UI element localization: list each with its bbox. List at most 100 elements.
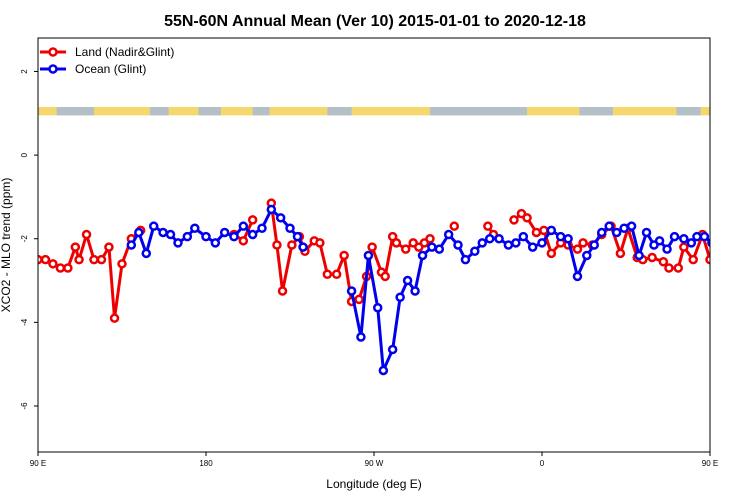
series-1-segment	[630, 225, 641, 256]
series-1-point	[395, 292, 405, 303]
series-1-point	[453, 240, 463, 250]
series-1-point	[494, 233, 504, 244]
y-tick-label-3: -4	[20, 318, 29, 326]
band-ocean-6	[579, 107, 613, 116]
y-tick-label-1: 0	[20, 152, 29, 157]
series-1-point	[589, 240, 600, 250]
series-0-point	[664, 263, 674, 273]
series-0-point	[89, 254, 99, 265]
series-1-point	[662, 244, 672, 254]
series-0-point	[483, 221, 493, 231]
land-ocean-band	[38, 107, 710, 116]
series-1-point	[292, 231, 303, 242]
series-0-point	[716, 256, 723, 263]
series-1-point	[563, 233, 573, 244]
series-1-point	[707, 238, 710, 248]
series-1-segment	[391, 297, 402, 350]
series-1-point	[511, 238, 521, 248]
series-0-point	[522, 213, 532, 223]
series-0-point	[74, 254, 84, 265]
series-0-segment	[383, 236, 395, 277]
band-ocean-7	[676, 107, 701, 116]
series-0-point	[425, 233, 435, 244]
series-1-point	[190, 223, 200, 234]
band-ocean-2	[198, 107, 221, 116]
series-1-point	[723, 242, 730, 249]
series-1-point	[182, 231, 193, 242]
series-1-point	[699, 231, 710, 242]
x-tick-label-1: 180	[199, 459, 213, 468]
series-0-point	[272, 240, 282, 250]
series-1-point	[134, 227, 144, 238]
series-1-point	[173, 238, 183, 248]
series-1-point	[555, 231, 566, 242]
series-1-point	[686, 238, 697, 248]
x-tick-label-3: 0	[540, 459, 545, 468]
series-1-segment	[413, 255, 425, 292]
series-1-point	[378, 365, 389, 376]
series-1-point	[417, 250, 428, 261]
series-1-point	[572, 271, 583, 282]
series-0-segment	[318, 242, 329, 275]
series-0-point	[109, 313, 120, 323]
series-1-point	[477, 238, 488, 248]
series-1-point	[518, 231, 529, 242]
series-0-segment	[113, 263, 124, 319]
band-ocean-5	[430, 107, 528, 116]
series-0-segment	[729, 247, 738, 318]
series-1-point	[470, 246, 480, 257]
series-1-point	[372, 302, 383, 313]
series-1-point	[604, 221, 614, 231]
series-1-segment	[366, 255, 380, 308]
series-1-segment	[727, 226, 734, 245]
series-0-point	[339, 250, 349, 261]
series-0-point	[539, 225, 549, 236]
series-0-point	[322, 269, 333, 280]
band-ocean-1	[150, 107, 169, 116]
series-1-point	[740, 229, 747, 236]
series-1-point	[527, 242, 538, 252]
series-1-segment	[350, 290, 363, 338]
series-1-segment	[744, 232, 750, 253]
series-0-point	[117, 259, 127, 269]
series-0-point	[40, 254, 51, 265]
series-0-point	[287, 240, 297, 250]
series-0-segment	[275, 244, 285, 292]
band-ocean-3	[252, 107, 270, 116]
series-1-point	[387, 344, 398, 355]
series-1-point	[634, 250, 644, 261]
series-1-point	[503, 240, 514, 250]
series-0-point	[531, 227, 542, 238]
series-1-point	[434, 244, 445, 254]
series-1-point	[716, 244, 723, 251]
series-0-point	[70, 242, 81, 252]
series-0-point	[509, 215, 519, 225]
series-1-segment	[734, 226, 743, 232]
series-0-segment	[738, 264, 747, 318]
series-1-point	[126, 240, 137, 250]
x-tick-label-2: 90 W	[365, 459, 384, 468]
series-1-point	[626, 221, 637, 231]
series-1-point	[619, 223, 629, 234]
series-1-point	[141, 248, 152, 259]
y-tick-label-0: 2	[20, 69, 29, 74]
series-0-point	[673, 263, 684, 273]
series-1-point	[641, 227, 652, 238]
series-0-point	[96, 254, 107, 265]
series-0	[38, 198, 750, 323]
series-0-point	[48, 259, 58, 269]
series-1-point	[165, 229, 176, 240]
series-1-point	[611, 227, 622, 238]
series-1-point	[219, 227, 230, 238]
series-0-point	[688, 254, 698, 265]
series-0-point	[400, 244, 411, 254]
series-0-point	[744, 260, 750, 267]
legend-label-0: Land (Nadir&Glint)	[75, 45, 174, 59]
series-0-segment	[107, 246, 117, 319]
series-1-point	[266, 204, 277, 215]
series-0-point	[679, 242, 689, 252]
band-ocean-0	[56, 107, 94, 116]
series-0-point	[705, 254, 710, 265]
series-1-point	[679, 233, 689, 244]
series-1-point	[346, 286, 357, 296]
